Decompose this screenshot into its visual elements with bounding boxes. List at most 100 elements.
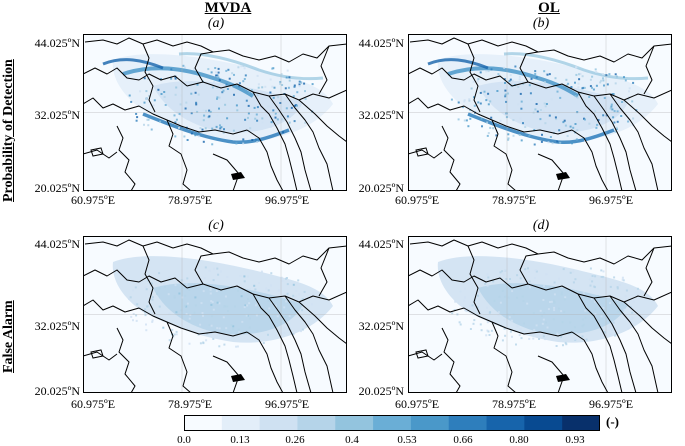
basin-boundary	[142, 43, 156, 113]
map-panel-b	[408, 34, 672, 191]
basin-boundary	[491, 321, 517, 393]
lon-tick-97-c: 96.975ºE	[264, 397, 310, 411]
snow-cover-speckle	[450, 65, 638, 146]
basin-boundary	[408, 67, 513, 87]
basin-boundary	[116, 125, 136, 191]
row-title-false-alarm: False Alarm	[1, 300, 16, 373]
lon-tick-79-d: 78.975ºE	[491, 397, 537, 411]
colorbar-swatch	[184, 415, 223, 431]
basin-boundary	[571, 331, 609, 393]
basin-boundary	[268, 95, 312, 191]
colorbar-swatch	[221, 415, 261, 431]
map-panel-d	[408, 236, 672, 393]
map-panel-a	[83, 34, 347, 191]
basin-boundary	[467, 245, 481, 315]
lon-tick-97-a: 96.975ºE	[264, 193, 310, 207]
map-frame	[83, 236, 347, 393]
basin-boundary	[142, 245, 156, 315]
lake-outline	[415, 147, 429, 157]
basin-boundary	[246, 129, 284, 191]
basin-boundary	[577, 91, 623, 191]
inner-plateau-region	[478, 81, 628, 133]
basin-boundary	[318, 45, 330, 95]
column-title-ol: OL	[538, 0, 560, 16]
lat-tick-32-d: 32.025ºN	[358, 319, 404, 333]
basin-boundary	[252, 293, 298, 393]
basin-boundary	[284, 93, 334, 191]
map-frame	[83, 34, 347, 191]
lat-tick-20-b: 20.025ºN	[358, 181, 404, 195]
basin-boundary	[609, 295, 659, 393]
basin-boundary	[284, 295, 334, 393]
basin-boundary	[166, 321, 192, 393]
dark-feature	[556, 172, 570, 180]
panel-label-a: (a)	[207, 16, 225, 31]
basin-boundary	[83, 269, 188, 289]
lat-tick-44-c: 44.025ºN	[34, 237, 80, 251]
basin-boundary	[83, 67, 188, 87]
lat-tick-20-d: 20.025ºN	[358, 384, 404, 398]
mountain-belt-south	[142, 112, 290, 145]
basin-boundary	[116, 327, 136, 393]
lon-tick-61-d: 60.975ºE	[394, 397, 440, 411]
panel-label-d: (d)	[532, 218, 550, 233]
column-title-mvda: MVDA	[204, 0, 252, 16]
panel-label-c: (c)	[208, 218, 224, 233]
basin-boundary	[298, 301, 347, 345]
mountain-belt-west	[102, 58, 164, 70]
basin-boundary	[194, 253, 214, 285]
basin-boundaries	[408, 37, 672, 191]
colorbar-swatch	[448, 415, 488, 431]
colorbar-tick-6: 0.80	[509, 434, 529, 446]
colorbar-swatch	[410, 415, 450, 431]
mountain-belt-north	[447, 66, 580, 98]
lat-tick-20-a: 20.025ºN	[34, 181, 80, 195]
lat-tick-20-c: 20.025ºN	[34, 384, 80, 398]
lake-outline	[90, 349, 104, 359]
lake-outline	[90, 147, 104, 157]
basin-boundary	[318, 247, 330, 297]
basin-boundary	[623, 99, 672, 143]
colorbar-swatch	[486, 415, 525, 431]
lat-tick-44-d: 44.025ºN	[358, 237, 404, 251]
map-frame	[408, 34, 672, 191]
lat-tick-32-a: 32.025ºN	[34, 108, 80, 122]
lon-tick-97-d: 96.975ºE	[588, 397, 634, 411]
map-frame	[408, 236, 672, 393]
basin-boundary	[212, 153, 240, 191]
basin-boundary	[268, 297, 312, 393]
dark-feature	[231, 374, 245, 382]
basin-boundary	[519, 253, 539, 285]
basin-boundary	[537, 153, 565, 191]
basin-boundary	[212, 355, 240, 393]
lon-tick-79-c: 78.975ºE	[167, 397, 213, 411]
basin-boundary	[252, 91, 298, 191]
colorbar-tick-0: 0.0	[177, 434, 191, 446]
lat-tick-32-c: 32.025ºN	[34, 319, 80, 333]
basin-boundary	[166, 119, 192, 191]
colorbar-swatch	[562, 415, 600, 431]
lon-tick-61-b: 60.975ºE	[394, 193, 440, 207]
basin-boundary	[298, 99, 347, 143]
basin-boundary	[441, 125, 461, 191]
mountain-belt-west	[427, 58, 489, 70]
basin-boundary	[593, 95, 637, 191]
basin-boundary	[643, 247, 655, 297]
colorbar-tick-1: 0.13	[230, 434, 250, 446]
basin-boundary	[623, 301, 672, 345]
basin-boundary	[593, 297, 637, 393]
basin-boundary	[643, 45, 655, 95]
colorbar-unit: (-)	[606, 414, 619, 429]
basin-boundary	[577, 293, 623, 393]
lon-tick-79-b: 78.975ºE	[491, 193, 537, 207]
basin-boundaries	[83, 239, 347, 393]
mountain-belt-north	[122, 66, 255, 98]
colorbar-swatch	[297, 415, 336, 431]
colorbar-swatch	[524, 415, 563, 431]
inner-plateau-region	[478, 283, 628, 335]
basin-boundary	[246, 331, 284, 393]
basin-boundary	[519, 51, 539, 83]
dark-feature	[231, 172, 245, 180]
dark-feature	[556, 374, 570, 382]
lat-tick-44-b: 44.025ºN	[358, 36, 404, 50]
